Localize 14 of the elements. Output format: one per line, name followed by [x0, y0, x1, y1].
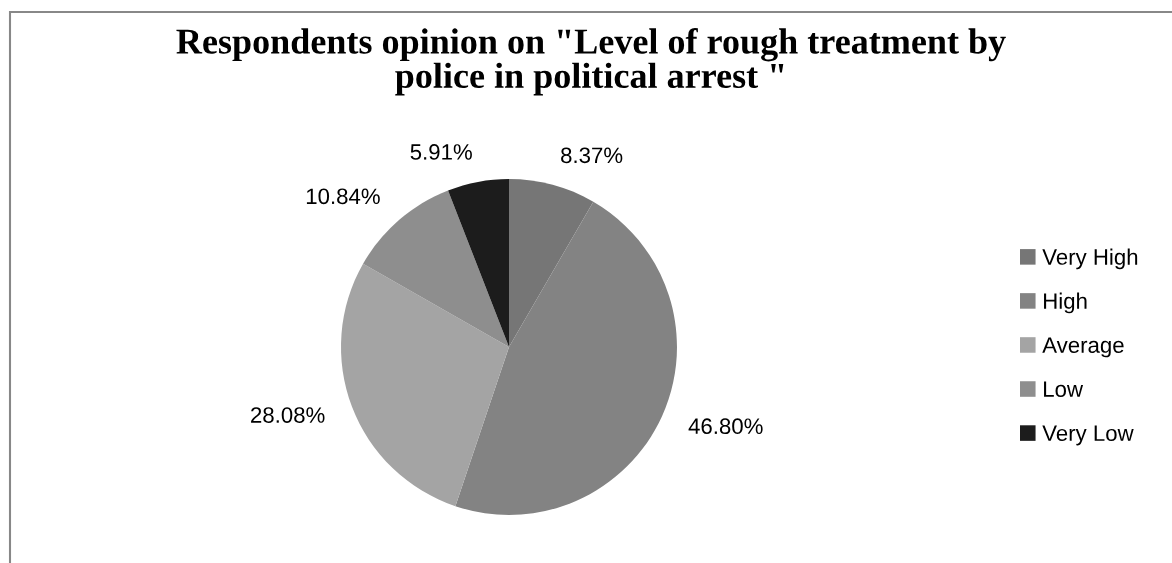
data-label: 8.37% [561, 147, 623, 164]
chart-title: Respondents opinion on "Level of rough treatment by police in political arrest " [176, 28, 1006, 96]
pie-slice [341, 263, 509, 507]
legend-label: Very High [1042, 248, 1138, 270]
data-label: 28.08% [251, 407, 325, 423]
data-label: 46.80% [688, 418, 763, 435]
data-label: 10.84% [306, 188, 380, 205]
pie-slice [448, 179, 509, 347]
legend-label: Very Low [1042, 425, 1134, 446]
data-label: 5.91% [410, 144, 472, 160]
legend-label: Average [1042, 337, 1124, 358]
legend-label: Low [1044, 381, 1084, 398]
legend-label: High [1044, 292, 1087, 314]
pie-slice [509, 179, 594, 347]
